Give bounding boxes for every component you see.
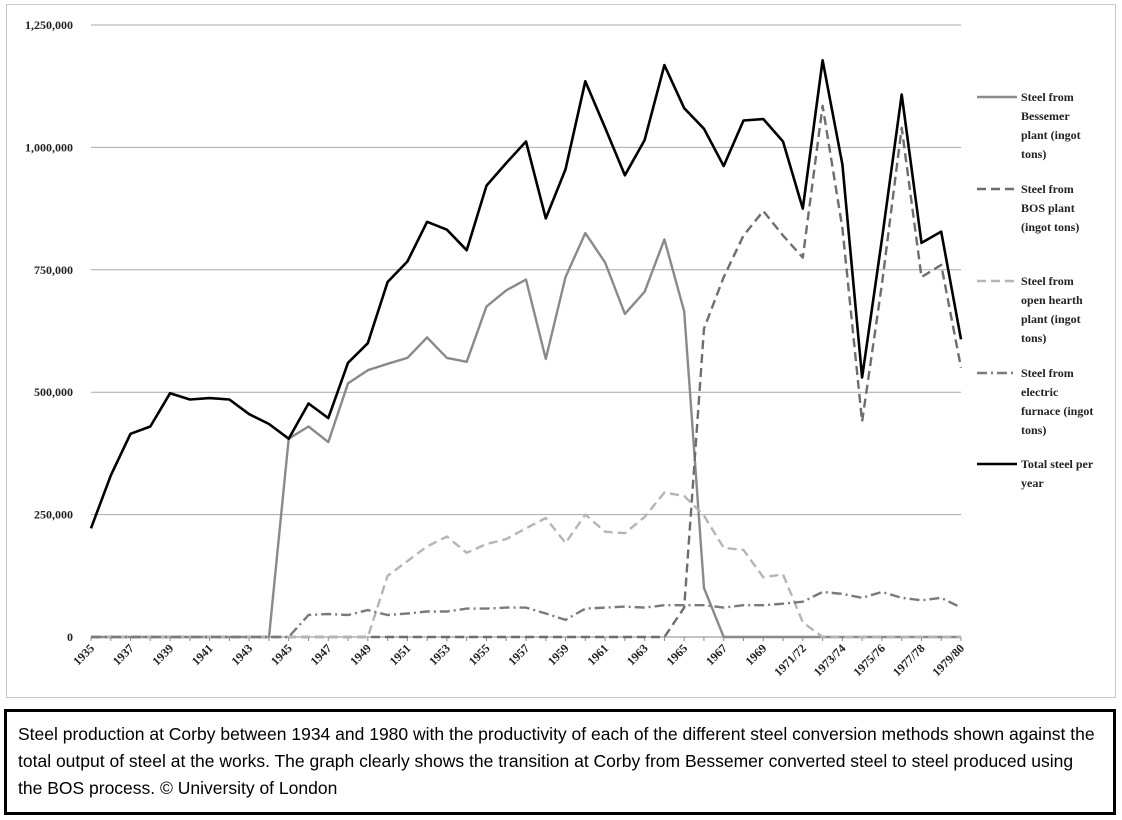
legend-label: electric	[1021, 385, 1059, 399]
x-tick-label: 1977/78	[890, 641, 928, 679]
x-tick-label: 1967	[703, 641, 730, 668]
legend-label: year	[1021, 476, 1044, 490]
legend-label: Steel from	[1021, 182, 1074, 196]
legend-label: Total steel per	[1021, 457, 1094, 471]
y-tick-label: 1,000,000	[25, 140, 73, 154]
figure-caption: Steel production at Corby between 1934 a…	[4, 709, 1116, 815]
y-tick-label: 750,000	[34, 263, 73, 277]
series-line-4	[91, 590, 962, 639]
y-tick-label: 250,000	[34, 508, 73, 522]
y-tick-label: 1,250,000	[25, 18, 73, 32]
legend-label: plant (ingot	[1021, 312, 1081, 326]
chart-frame: 1,250,000 1,000,000 750,000 500,000 250,000 0…	[6, 4, 1116, 698]
legend-label: (ingot tons)	[1021, 220, 1079, 234]
legend-label: tons)	[1021, 331, 1046, 345]
legend-label: Bessemer	[1021, 109, 1070, 123]
x-tick-label: 1945	[268, 641, 295, 668]
legend-label: plant (ingot	[1021, 128, 1081, 142]
series-line-5	[89, 58, 963, 529]
x-tick-label: 1935	[70, 641, 97, 668]
x-tick-label: 1937	[110, 641, 137, 668]
line-chart: 1,250,000 1,000,000 750,000 500,000 250,000 0…	[25, 18, 1094, 679]
x-tick-label: 1969	[743, 641, 770, 668]
x-tick-label: 1947	[308, 641, 335, 668]
x-tick-label: 1963	[624, 641, 651, 668]
x-tick-label: 1955	[466, 641, 493, 668]
x-tick-label: 1949	[347, 641, 374, 668]
x-tick-label: 1957	[505, 641, 532, 668]
x-tick-label: 1959	[545, 641, 572, 668]
x-tick-label: 1943	[228, 641, 255, 668]
x-tick-label: 1951	[387, 641, 414, 668]
x-tick-label: 1953	[426, 641, 453, 668]
y-axis-ticks: 1,250,000 1,000,000 750,000 500,000 250,000 0	[25, 18, 73, 644]
x-tick-label: 1979/80	[929, 641, 967, 679]
legend-label: tons)	[1021, 423, 1046, 437]
series-line-1	[91, 231, 961, 639]
x-tick-label: 1975/76	[850, 641, 888, 679]
series-line-2	[91, 104, 963, 639]
legend-label: BOS plant	[1021, 201, 1075, 215]
x-tick-label: 1961	[584, 641, 611, 668]
x-tick-label: 1973/74	[811, 641, 849, 679]
x-tick-label: 1939	[149, 641, 176, 668]
x-tick-label: 1971/72	[771, 641, 809, 679]
y-tick-label: 0	[67, 630, 73, 644]
legend-label: open hearth	[1021, 293, 1083, 307]
legend: Steel from Bessemer plant (ingot tons) Steel…	[977, 90, 1094, 490]
legend-label: tons)	[1021, 147, 1046, 161]
x-tick-label: 1941	[189, 641, 216, 668]
legend-label: Steel from	[1021, 274, 1074, 288]
legend-label: Steel from	[1021, 366, 1074, 380]
legend-label: furnace (ingot	[1021, 404, 1093, 418]
x-axis-ticks: 1935 1937 1939 1941 1943 1945 1947 1949 1951 1953…	[70, 637, 967, 679]
gridlines	[91, 24, 961, 638]
series-lines	[89, 58, 963, 639]
y-tick-label: 500,000	[34, 385, 73, 399]
legend-label: Steel from	[1021, 90, 1074, 104]
x-tick-label: 1965	[663, 641, 690, 668]
